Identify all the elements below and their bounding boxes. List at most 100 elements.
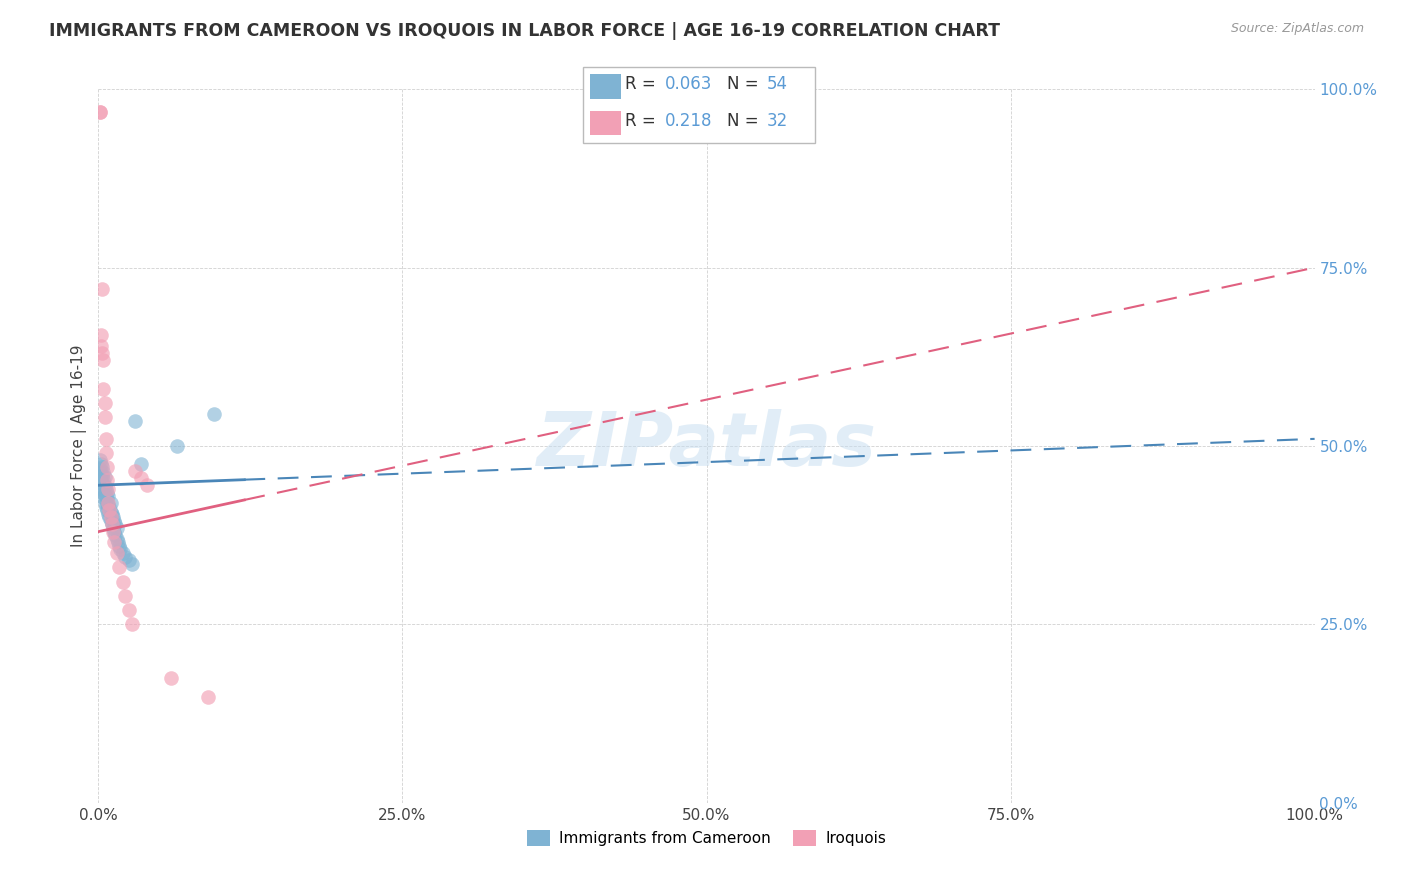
Point [93,470,115,484]
Point [91,382,114,396]
Point [91,465,114,479]
Point [97,496,120,510]
Y-axis label: In Labor Force | Age 16-19: In Labor Force | Age 16-19 [72,344,87,548]
Point [100,505,122,519]
FancyBboxPatch shape [583,67,815,143]
Text: N =: N = [727,75,765,93]
Point [124,414,146,428]
Text: 32: 32 [766,112,787,130]
Point [103,535,125,549]
Point [114,589,136,603]
Point [89,471,111,485]
Point [90,473,112,487]
Point [129,457,152,471]
Point [93,496,115,510]
Point [89,453,111,467]
Point [98,510,121,524]
Point [96,494,118,508]
Point [94,500,117,514]
Point [111,574,134,589]
Point [89,105,111,120]
Point [91,473,114,487]
Text: N =: N = [727,112,765,130]
Point [101,517,124,532]
Point [121,557,143,571]
Point [93,479,115,493]
Text: IMMIGRANTS FROM CAMEROON VS IROQUOIS IN LABOR FORCE | AGE 16-19 CORRELATION CHAR: IMMIGRANTS FROM CAMEROON VS IROQUOIS IN … [49,22,1000,40]
Point [94,482,117,496]
Point [93,410,115,425]
Point [129,471,152,485]
Point [96,503,118,517]
Point [110,542,132,557]
Text: 0.218: 0.218 [665,112,713,130]
Text: 54: 54 [766,75,787,93]
Point [197,690,219,705]
Point [94,446,117,460]
Point [107,535,129,549]
Point [101,507,124,521]
Point [103,514,125,528]
Point [108,560,131,574]
Point [90,457,112,471]
Point [91,491,114,505]
Point [101,524,124,539]
Point [96,460,118,475]
Point [104,517,127,532]
Point [94,491,117,505]
Point [97,482,120,496]
Point [101,521,124,535]
Point [91,476,114,491]
Point [104,528,127,542]
Point [91,460,114,475]
Point [100,496,122,510]
Text: R =: R = [626,112,666,130]
Point [91,482,114,496]
Point [136,478,159,492]
Point [91,353,114,368]
Bar [591,111,620,136]
Point [105,532,128,546]
Point [98,503,121,517]
Point [96,486,118,500]
Point [90,466,112,480]
Point [100,514,122,528]
Point [118,553,141,567]
Point [97,489,120,503]
Text: R =: R = [626,75,661,93]
Point [89,462,111,476]
Point [97,507,120,521]
Point [103,524,125,539]
Point [124,464,146,478]
Point [160,671,183,685]
Point [114,549,136,564]
Point [118,603,141,617]
Point [91,469,114,483]
Point [90,482,112,496]
Point [101,517,124,532]
Point [90,328,112,343]
Point [89,105,111,120]
Point [98,500,121,514]
Text: ZIPatlas: ZIPatlas [537,409,876,483]
Bar [591,75,620,99]
Point [93,487,115,501]
Point [111,546,134,560]
Point [90,339,112,353]
Text: 0.063: 0.063 [665,75,711,93]
Point [105,521,128,535]
Point [91,485,114,500]
Point [91,282,114,296]
Point [96,473,118,487]
Point [121,617,143,632]
Legend: Immigrants from Cameroon, Iroquois: Immigrants from Cameroon, Iroquois [520,824,893,852]
Point [94,432,117,446]
Point [100,510,122,524]
Point [91,346,114,360]
Point [101,510,124,524]
Point [166,439,188,453]
Point [202,407,225,421]
Point [97,498,120,512]
Text: Source: ZipAtlas.com: Source: ZipAtlas.com [1230,22,1364,36]
Point [105,546,128,560]
